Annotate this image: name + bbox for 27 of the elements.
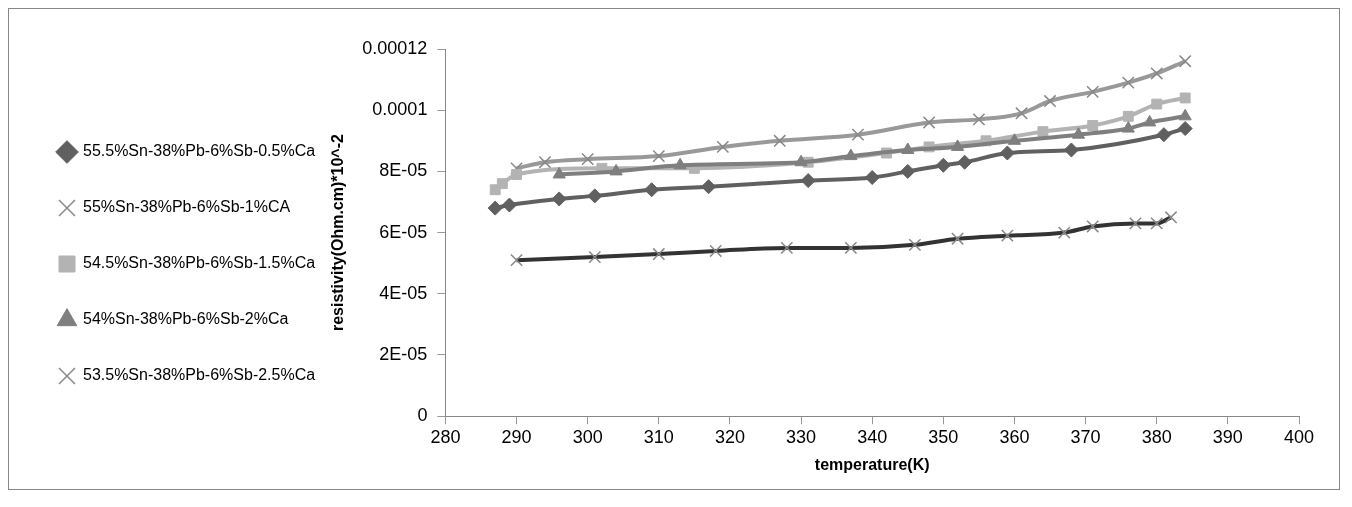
legend-label: 55.5%Sn-38%Pb-6%Sb-0.5%Ca bbox=[83, 142, 316, 160]
x-axis-title: temperature(K) bbox=[814, 455, 930, 473]
legend-label: 55%Sn-38%Pb-6%Sb-1%CA bbox=[83, 198, 291, 216]
x-tick-label: 320 bbox=[714, 426, 745, 447]
x-tick-label: 350 bbox=[928, 426, 959, 447]
x-tick-label: 390 bbox=[1212, 426, 1243, 447]
y-tick-label: 0.0001 bbox=[372, 99, 428, 120]
y-axis-title: resistivity(Ohm.cm)*10^-2 bbox=[329, 134, 347, 332]
y-tick-label: 4E-05 bbox=[379, 282, 428, 303]
legend-label: 53.5%Sn-38%Pb-6%Sb-2.5%Ca bbox=[83, 366, 316, 384]
x-tick-label: 310 bbox=[643, 426, 674, 447]
x-tick-label: 280 bbox=[430, 426, 461, 447]
x-tick-label: 360 bbox=[999, 426, 1030, 447]
y-tick-label: 2E-05 bbox=[379, 343, 428, 364]
y-tick-label: 8E-05 bbox=[379, 160, 428, 181]
x-tick-label: 400 bbox=[1283, 426, 1315, 447]
y-tick-label: 0.00012 bbox=[362, 37, 428, 58]
legend-label: 54.5%Sn-38%Pb-6%Sb-1.5%Ca bbox=[83, 254, 316, 272]
legend-label: 54%Sn-38%Pb-6%Sb-2%Ca bbox=[83, 310, 289, 328]
x-tick-label: 300 bbox=[572, 426, 603, 447]
y-tick-label: 0 bbox=[417, 405, 428, 426]
x-tick-label: 340 bbox=[857, 426, 888, 447]
y-tick-label: 6E-05 bbox=[379, 221, 428, 242]
x-tick-label: 370 bbox=[1070, 426, 1101, 447]
x-tick-label: 290 bbox=[501, 426, 532, 447]
x-tick-label: 380 bbox=[1141, 426, 1172, 447]
x-tick-label: 330 bbox=[786, 426, 817, 447]
